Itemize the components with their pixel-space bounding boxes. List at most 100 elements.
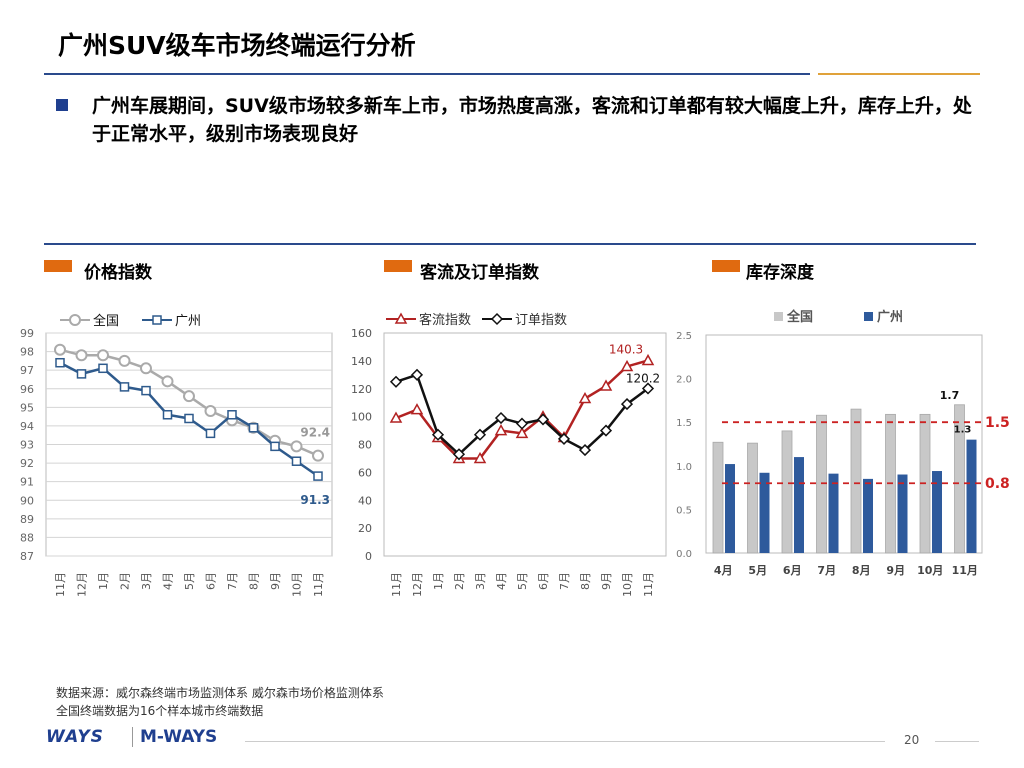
x-tick-label: 3月 <box>140 572 153 590</box>
y-tick-label: 2.0 <box>676 375 692 386</box>
y-tick-label: 1.5 <box>676 418 692 429</box>
bar-全国 <box>747 442 758 554</box>
bar-广州 <box>863 478 873 553</box>
data-point <box>183 390 195 403</box>
legend-label: 广州 <box>175 314 201 329</box>
data-point <box>410 368 424 381</box>
y-tick-label: 91 <box>20 476 34 489</box>
inventory-depth-chart: 2.5 2.0 1.5 1.0 0.5 0.0 全国 广州 4月 5月 6月 7月 8月 9月 10月 11月… <box>676 309 1010 577</box>
sample-note: 全国终端数据为16个样本城市终端数据 <box>56 704 264 718</box>
y-tick-label: 96 <box>20 383 34 396</box>
legend-marker <box>490 312 504 326</box>
bar-全国 <box>781 430 793 554</box>
x-tick-label: 6月 <box>205 572 218 590</box>
y-tick-label: 20 <box>358 522 372 535</box>
traffic-order-chart: 160 140 120 100 80 60 40 20 0 11月 12月 1月 2月 3月 4月 5月 6月 7… <box>351 312 667 597</box>
section-rule <box>44 243 976 245</box>
data-point <box>312 449 324 462</box>
x-tick-label: 4月 <box>495 572 508 590</box>
data-point <box>599 379 613 391</box>
data-point <box>494 411 508 425</box>
x-tick-label: 1月 <box>432 572 445 590</box>
data-point <box>291 456 302 466</box>
x-tick-label: 7月 <box>817 564 836 577</box>
x-tick-label: 11月 <box>390 572 403 597</box>
data-point <box>98 363 108 374</box>
page-title: 广州SUV级车市场终端运行分析 <box>58 31 416 60</box>
legend-marker <box>152 315 162 325</box>
bullet-marker <box>56 99 68 111</box>
end-label: 92.4 <box>300 426 330 440</box>
data-point <box>620 359 634 372</box>
data-point <box>162 410 173 420</box>
y-tick-label: 1.0 <box>676 462 692 473</box>
y-tick-label: 0 <box>365 550 372 563</box>
bar-广州 <box>897 474 908 553</box>
data-point <box>515 426 529 439</box>
data-point <box>118 354 131 367</box>
data-point <box>290 440 303 453</box>
legend-label: 全国 <box>786 309 813 325</box>
legend-label: 全国 <box>93 313 119 329</box>
y-tick-label: 140 <box>351 355 372 368</box>
section-label-price: 价格指数 <box>84 263 152 283</box>
x-tick-label: 10月 <box>621 572 634 597</box>
data-point <box>141 385 151 396</box>
footer-rule-right <box>935 741 979 742</box>
value-label: 1.3 <box>954 425 972 436</box>
data-point <box>184 413 194 424</box>
x-tick-label: 9月 <box>269 572 282 590</box>
y-tick-label: 40 <box>358 494 372 507</box>
y-tick-label: 99 <box>20 327 34 340</box>
bar-全国 <box>850 408 862 554</box>
price-index-chart: 99 98 97 96 95 94 93 92 91 90 89 88 87 11月 12月 1月 2月 3月 4月… <box>20 313 333 597</box>
data-point <box>410 403 424 415</box>
section-label-inventory: 库存深度 <box>746 263 814 283</box>
end-label: 140.3 <box>609 342 643 356</box>
x-tick-label: 7月 <box>558 572 571 590</box>
y-tick-label: 92 <box>20 457 34 470</box>
y-tick-label: 0.0 <box>676 549 692 560</box>
x-tick-label: 4月 <box>714 564 733 577</box>
x-tick-label: 12月 <box>76 572 89 597</box>
bar-广州 <box>759 472 770 553</box>
y-tick-label: 94 <box>20 420 34 433</box>
legend-label: 广州 <box>877 309 903 325</box>
data-point <box>270 441 280 452</box>
data-point <box>494 424 508 436</box>
x-tick-label: 4月 <box>162 572 175 590</box>
section-label-traffic: 客流及订单指数 <box>420 263 539 283</box>
x-tick-label: 5月 <box>516 572 529 590</box>
legend-label: 订单指数 <box>515 313 567 328</box>
data-point <box>557 432 571 445</box>
x-tick-label: 10月 <box>291 572 304 597</box>
legend-swatch <box>774 312 783 321</box>
y-tick-label: 93 <box>20 439 34 452</box>
data-point <box>431 428 445 441</box>
page-number: 20 <box>904 733 920 747</box>
x-tick-label: 9月 <box>886 564 905 577</box>
bar-广州 <box>794 457 804 553</box>
data-point <box>313 471 323 481</box>
x-tick-label: 9月 <box>600 572 613 590</box>
y-tick-label: 98 <box>20 346 34 359</box>
legend-swatch <box>864 312 873 321</box>
data-point <box>54 343 66 356</box>
section-marker-price <box>44 260 72 272</box>
y-tick-label: 95 <box>20 401 34 414</box>
data-point <box>389 411 403 423</box>
x-tick-label: 7月 <box>226 572 239 590</box>
logo-separator <box>132 727 133 747</box>
data-point <box>473 451 487 464</box>
data-point <box>140 362 152 375</box>
x-tick-label: 10月 <box>917 564 943 577</box>
x-tick-label: 6月 <box>537 572 550 590</box>
plot-frame <box>383 332 667 557</box>
bar-广州 <box>828 473 839 553</box>
data-point <box>473 428 487 441</box>
section-marker-traffic <box>384 260 412 272</box>
data-point <box>578 391 592 404</box>
data-point <box>620 398 634 411</box>
legend-marker <box>394 312 408 324</box>
y-tick-label: 87 <box>20 550 34 563</box>
